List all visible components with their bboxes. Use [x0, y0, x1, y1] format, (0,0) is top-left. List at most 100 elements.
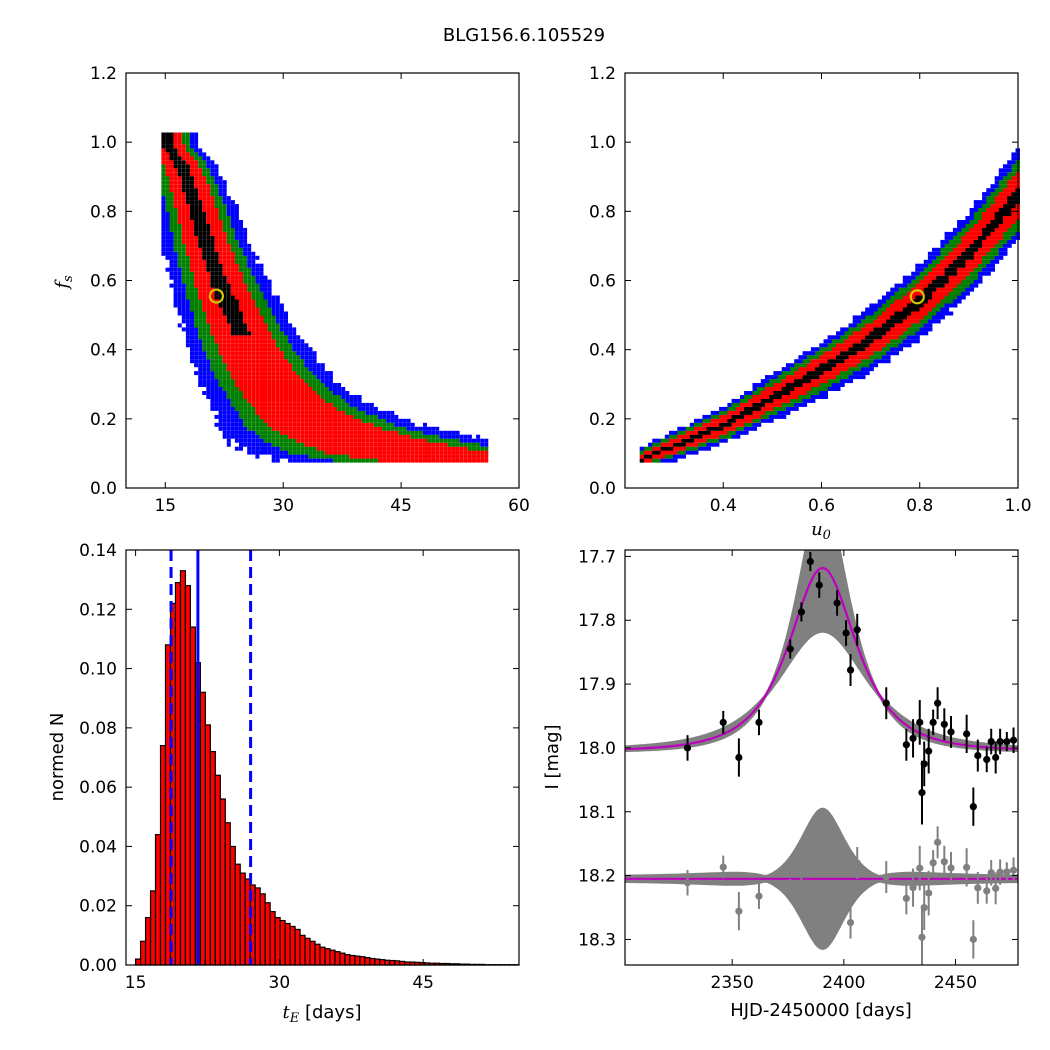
tE-fs-cell: [206, 180, 211, 185]
tE-fs-cell: [165, 140, 170, 145]
u0-fs-cell: [710, 442, 716, 447]
u0-fs-cell: [727, 430, 732, 435]
tE-fs-cell: [230, 327, 235, 332]
tE-fs-cell: [341, 414, 346, 419]
tE-fs-cell: [198, 383, 203, 387]
u0-fs-cell: [831, 379, 837, 384]
tE-fs-cell: [181, 259, 186, 264]
tE-fs-cell: [373, 410, 378, 415]
u0-fs-cell: [932, 275, 937, 280]
tE-fs-cell: [410, 458, 415, 463]
tE-fs-cell: [255, 271, 260, 276]
tE-fs-cell: [161, 243, 166, 248]
tE-fs-cell: [275, 426, 280, 431]
tE-fs-cell: [218, 402, 223, 407]
tE-fs-cell: [226, 363, 231, 368]
u0-fs-cell: [669, 458, 674, 463]
tE-fs-cell: [226, 315, 231, 320]
tE-fs-cell: [271, 383, 276, 387]
tE-fs-cell: [239, 319, 243, 324]
tE-fs-cell: [226, 418, 231, 423]
u0-fs-x-tick-label: 0.8: [906, 496, 933, 516]
tE-fs-cell: [353, 398, 358, 403]
tE-fs-cell: [218, 263, 223, 268]
u0-fs-cell: [765, 414, 770, 419]
tE-fs-cell: [198, 239, 203, 244]
u0-fs-cell: [915, 263, 920, 268]
u0-fs-cell: [907, 311, 912, 316]
tE-fs-cell: [177, 164, 182, 169]
histogram-bar: [174, 582, 182, 966]
tE-fs-cell: [218, 391, 223, 395]
u0-fs-cell: [932, 315, 937, 320]
u0-fs-cell: [898, 283, 904, 288]
tE-fs-cell: [194, 152, 199, 157]
tE-fs-cell: [275, 454, 280, 459]
tE-fs-cell: [255, 355, 260, 360]
tE-fs-cell: [308, 422, 313, 427]
tE-fs-cell: [296, 391, 301, 395]
u0-fs-cell: [936, 247, 941, 252]
tE-fs-cell: [173, 271, 178, 276]
tE-histogram-y-tick-label: 0.14: [79, 541, 117, 561]
tE-fs-cell: [316, 391, 321, 395]
tE-fs-cell: [185, 323, 190, 328]
tE-fs-cell: [292, 383, 297, 387]
u0-fs-cell: [894, 335, 899, 340]
tE-fs-cell: [288, 414, 293, 419]
tE-fs-cell: [222, 255, 227, 260]
tE-fs-cell: [218, 259, 223, 264]
tE-fs-cell: [218, 295, 223, 300]
tE-fs-cell: [218, 196, 223, 201]
tE-fs-cell: [226, 335, 231, 340]
tE-fs-cell: [418, 454, 423, 459]
tE-fs-cell: [210, 327, 215, 332]
tE-fs-cell: [202, 335, 207, 340]
u0-fs-cell: [689, 442, 695, 447]
tE-fs-cell: [214, 239, 219, 244]
tE-fs-cell: [190, 291, 194, 296]
tE-fs-cell: [255, 391, 260, 395]
u0-fs-cell: [978, 279, 983, 284]
tE-fs-cell: [185, 303, 190, 308]
tE-fs-cell: [206, 235, 211, 240]
tE-fs-cell: [357, 422, 362, 427]
u0-fs-cell: [815, 347, 820, 352]
tE-fs-cell: [214, 379, 219, 384]
u0-fs-cell: [848, 375, 853, 380]
tE-fs-cell: [279, 383, 284, 387]
tE-fs-cell: [181, 295, 186, 300]
u0-fs-cell: [957, 283, 962, 288]
tE-fs-cell: [214, 391, 219, 395]
u0-fs-cell: [894, 303, 899, 308]
tE-fs-cell: [361, 430, 366, 435]
u0-fs-cell: [998, 243, 1004, 248]
tE-fs-cell: [177, 144, 182, 149]
tE-fs-cell: [218, 343, 223, 348]
u0-fs-cell: [907, 303, 912, 308]
u0-fs-cell: [986, 247, 991, 252]
tE-fs-cell: [177, 303, 182, 308]
tE-fs-cell: [243, 327, 248, 332]
u0-fs-cell: [944, 303, 950, 308]
histogram-bar: [279, 919, 286, 966]
tE-fs-cell: [234, 379, 239, 384]
u0-fs-cell: [998, 172, 1004, 177]
tE-fs-cell: [239, 291, 243, 296]
u0-fs-cell: [932, 283, 937, 288]
tE-fs-cell: [222, 303, 227, 308]
u0-fs-cell: [773, 406, 778, 411]
tE-fs-cell: [185, 220, 190, 224]
tE-fs-cell: [234, 263, 239, 268]
tE-fs-cell: [296, 383, 301, 387]
u0-fs-cell: [848, 335, 853, 340]
u0-fs-cell: [919, 287, 924, 292]
tE-fs-cell: [275, 299, 280, 304]
u0-fs-cell: [865, 319, 870, 324]
u0-fs-cell: [994, 231, 1000, 236]
tE-fs-cell: [328, 426, 333, 431]
tE-fs-cell: [390, 430, 395, 435]
u0-fs-cell: [915, 327, 920, 332]
tE-fs-cell: [255, 315, 260, 320]
tE-fs-cell: [402, 426, 407, 431]
